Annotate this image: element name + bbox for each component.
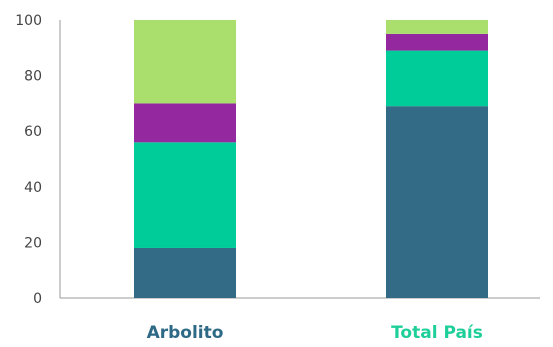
bar-segment-2-1 bbox=[386, 106, 488, 299]
y-axis-tick-labels: 0 20 40 60 80 100 bbox=[15, 13, 42, 307]
bar-segment-2-2 bbox=[386, 50, 488, 107]
bar-segment-1-2 bbox=[134, 142, 236, 248]
y-tick-label-40: 40 bbox=[24, 180, 42, 196]
category-label-1: Arbolito bbox=[147, 323, 224, 343]
bar-segment-1-4 bbox=[134, 20, 236, 104]
y-tick-label-20: 20 bbox=[24, 235, 42, 251]
y-tick-label-60: 60 bbox=[24, 124, 42, 140]
x-axis-category-labels: Arbolito Total País bbox=[147, 323, 483, 343]
bar-segment-2-4 bbox=[386, 20, 488, 34]
bar-stacks bbox=[134, 20, 488, 299]
category-label-2: Total País bbox=[391, 323, 483, 343]
y-tick-label-100: 100 bbox=[15, 13, 42, 29]
bar-segment-2-3 bbox=[386, 33, 488, 51]
y-tick-label-0: 0 bbox=[33, 291, 42, 307]
y-tick-label-80: 80 bbox=[24, 69, 42, 85]
bar-segment-1-1 bbox=[134, 247, 236, 298]
bar-segment-1-3 bbox=[134, 103, 236, 143]
